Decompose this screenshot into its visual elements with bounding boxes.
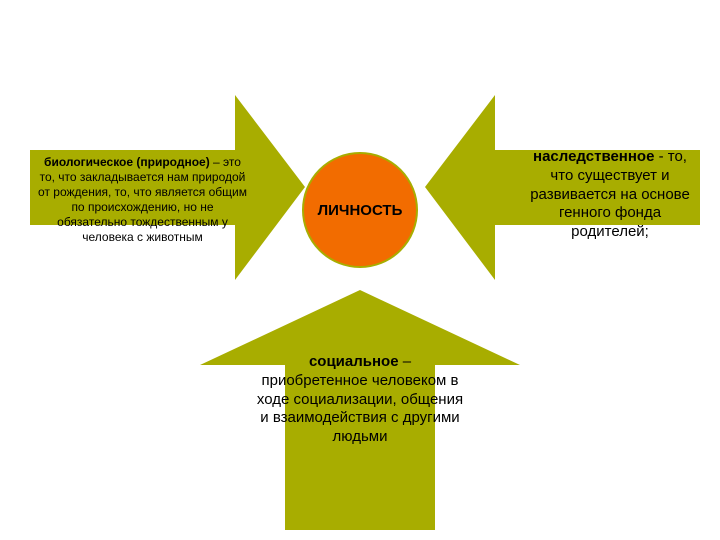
arrow-bottom-bold: социальное	[309, 353, 399, 370]
arrow-left-label: биологическое (природное) – это то, что …	[35, 155, 250, 245]
arrow-bottom-label: социальное – приобретенное человеком в х…	[255, 353, 465, 447]
center-circle-label: ЛИЧНОСТЬ	[318, 202, 403, 219]
arrow-right-label: наследственное - то, что существует и ра…	[525, 148, 695, 242]
arrow-left-bold: биологическое (природное)	[44, 155, 210, 169]
arrow-right-bold: наследственное	[533, 148, 654, 165]
center-circle: ЛИЧНОСТЬ	[302, 152, 418, 268]
